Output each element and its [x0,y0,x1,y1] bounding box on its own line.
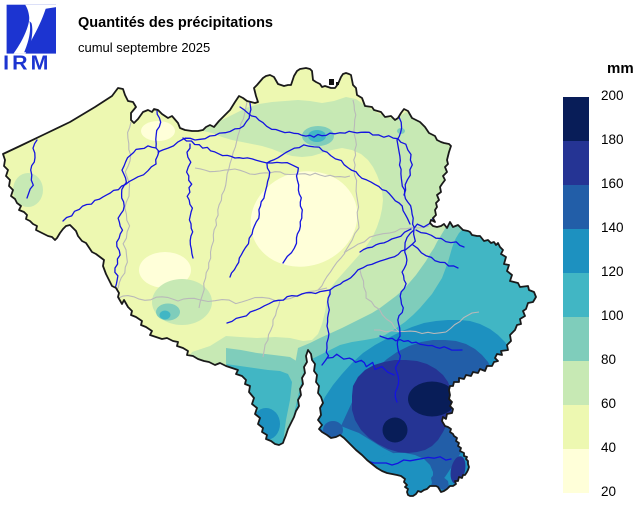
svg-text:IRM: IRM [3,52,51,75]
